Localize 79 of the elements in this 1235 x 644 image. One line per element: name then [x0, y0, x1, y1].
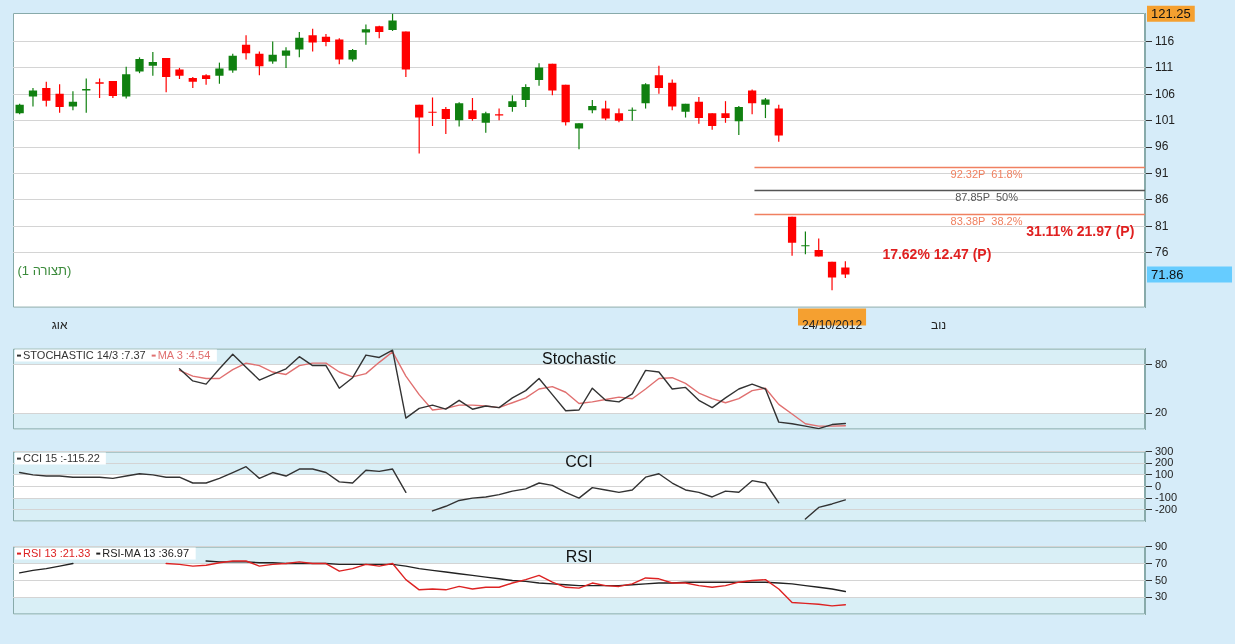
chart-title: RSI — [565, 548, 593, 566]
y-tick-label: 100 — [1155, 467, 1174, 480]
candlestick — [268, 40, 277, 65]
ref-line-label: 83.38P 38.2% — [950, 215, 1023, 228]
y-tick-label: 300 — [1155, 444, 1174, 457]
candlestick — [721, 100, 730, 124]
y-tick-label: 106 — [1155, 86, 1176, 101]
y-tick-label: 0 — [1155, 479, 1162, 492]
candlestick — [122, 66, 131, 100]
candlestick — [415, 104, 424, 155]
candlestick — [574, 122, 584, 150]
x-tick-label: נוב — [931, 318, 947, 333]
candlestick — [441, 106, 450, 135]
y-tick-label: 111 — [1155, 60, 1174, 75]
y-tick-label: 96 — [1155, 139, 1169, 154]
candlestick — [295, 31, 304, 58]
x-tick-label: 24/10/2012 — [802, 318, 863, 333]
annotation: 31.11% 21.97 (P) — [1026, 223, 1135, 240]
candlestick — [455, 101, 464, 128]
legend-label: RSI 13 :21.33 — [23, 547, 91, 560]
y-tick-label: 30 — [1155, 590, 1168, 603]
y-tick-label: 200 — [1155, 456, 1174, 469]
legend-label: CCI 15 :-115.22 — [23, 452, 100, 465]
candlestick — [55, 83, 64, 114]
candlestick — [215, 62, 224, 85]
y-tick-label: 70 — [1155, 556, 1168, 569]
candlestick — [335, 37, 344, 65]
candlestick — [82, 77, 91, 114]
text: 71.86 — [1151, 266, 1184, 282]
chart-title: Stochastic — [542, 350, 616, 368]
candlestick — [468, 97, 477, 122]
candlestick — [281, 46, 291, 69]
x-tick-label: אוג — [51, 318, 68, 333]
candlestick — [481, 111, 490, 134]
candlestick — [95, 77, 104, 99]
candlestick — [654, 65, 664, 95]
candlestick — [827, 261, 837, 291]
y-tick-label: 20 — [1155, 406, 1168, 419]
candlestick — [308, 28, 317, 53]
y-tick-label: -100 — [1155, 491, 1178, 504]
candlestick — [694, 96, 703, 125]
candlestick — [601, 100, 610, 121]
candlestick — [534, 62, 544, 87]
y-tick-label: 86 — [1155, 192, 1169, 207]
candlestick — [521, 83, 530, 108]
annotation: (תצורה 1) — [17, 262, 72, 278]
candlestick — [42, 81, 51, 108]
legend-label: MA 3 :4.54 — [157, 349, 211, 362]
candlestick — [361, 24, 371, 46]
y-tick-label: -200 — [1155, 502, 1178, 515]
candlestick — [734, 105, 743, 136]
y-tick-label: 91 — [1155, 165, 1169, 180]
y-tick-label: 116 — [1155, 33, 1175, 48]
y-tick-label: 76 — [1155, 245, 1169, 259]
candlestick — [668, 78, 677, 111]
text: 121.25 — [1151, 5, 1191, 21]
y-tick-label: 81 — [1155, 218, 1169, 233]
candlestick — [801, 230, 810, 255]
candlestick — [241, 34, 251, 61]
candlestick — [428, 96, 437, 127]
candlestick — [201, 73, 211, 86]
ref-line-label: 87.85P 50% — [955, 191, 1019, 204]
y-tick-label: 80 — [1155, 357, 1168, 370]
candlestick — [641, 82, 650, 110]
legend-label: STOCHASTIC 14/3 :7.37 — [23, 349, 146, 362]
candlestick — [748, 88, 757, 115]
candlestick — [148, 51, 157, 77]
ref-line-label: 92.32P 61.8% — [950, 168, 1023, 181]
candlestick — [228, 53, 237, 74]
candlestick — [255, 50, 264, 76]
y-tick-label: 101 — [1155, 113, 1176, 128]
legend-label: RSI-MA 13 :36.97 — [102, 547, 190, 560]
candlestick — [321, 33, 331, 47]
candlestick — [162, 57, 171, 93]
chart-title: CCI — [565, 453, 593, 471]
candlestick — [761, 97, 770, 119]
annotation: 17.62% 12.47 (P) — [882, 246, 992, 263]
y-tick-label: 90 — [1155, 539, 1168, 552]
y-tick-label: 50 — [1155, 573, 1168, 586]
